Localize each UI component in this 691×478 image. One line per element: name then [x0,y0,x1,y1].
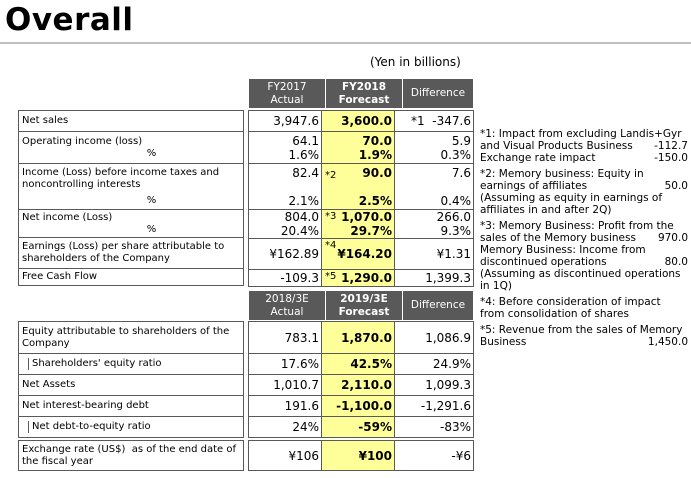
cell-forecast: *3 1,070.0 29.7% [321,209,395,239]
cell-forecast: ¥100 [321,440,395,471]
note-4: *4: Before consideration of impact from … [480,296,661,320]
col-actual: FY2017 Actual [248,78,326,109]
cell-forecast: -59% [321,416,395,438]
row-label: Free Cash Flow [18,268,244,286]
note-1: *1: Impact from excluding Landis+Gyr and… [480,128,688,164]
note-2: *2: Memory business: Equity in earnings … [480,168,688,216]
row-label: Net sales [18,110,244,132]
cell-forecast: -1,100.0 [321,395,395,417]
cell-forecast: 70.0 1.9% [321,131,395,164]
row-label: Equity attributable to shareholders of t… [18,321,244,354]
cell-actual: 17.6% [248,353,322,375]
row-label: Exchange rate (US$) as of the end date o… [18,440,244,471]
cell-forecast: 3,600.0 [321,110,395,132]
cell-actual: 24% [248,416,322,438]
cell-diff: 7.6 0.4% [394,163,474,210]
col-forecast: 2019/3E Forecast [325,290,403,321]
cell-actual: -109.3 [248,269,322,287]
footnotes: *1: Impact from excluding Landis+Gyr and… [480,128,688,352]
cell-diff: 266.0 9.3% [394,209,474,239]
title-divider [0,42,691,44]
note-3: *3: Memory Business: Profit from the sal… [480,220,688,292]
values-balance: 783.1 1,870.0 1,086.9 17.6% 42.5% 24.9% 1,01… [248,321,474,438]
row-label: Net income (Loss)% [18,209,244,238]
cell-diff: *1 -347.6 [394,110,474,132]
cell-diff: -83% [394,416,474,438]
col-difference: Difference [402,290,474,321]
cell-diff: 5.9 0.3% [394,131,474,164]
cell-forecast: *5 1,290.0 [321,269,395,287]
cell-actual: ¥162.89 [248,238,322,270]
values-exchange: ¥106 ¥100 -¥6 [248,440,474,471]
col-actual: 2018/3E Actual [248,290,326,321]
cell-actual: 82.4 2.1% [248,163,322,210]
unit-label: (Yen in billions) [370,55,461,69]
cell-actual: 783.1 [248,321,322,354]
cell-forecast: 42.5% [321,353,395,375]
cell-actual: 191.6 [248,395,322,417]
cell-actual: 64.1 1.6% [248,131,322,164]
cell-actual: ¥106 [248,440,322,471]
labels-fy: Net sales Operating income (loss)% Incom… [18,110,244,286]
cell-forecast: 1,870.0 [321,321,395,354]
row-label: Net Assets [18,374,244,396]
values-fy: 3,947.6 3,600.0 *1 -347.6 64.1 1.6% 70.0 1.9%… [248,110,474,287]
cell-diff: -1,291.6 [394,395,474,417]
labels-balance: Equity attributable to shareholders of t… [18,321,244,438]
cell-diff: 24.9% [394,353,474,375]
row-label: Earnings (Loss) per share attributable t… [18,237,244,269]
cell-forecast: *2 90.0 2.5% [321,163,395,210]
cell-diff: 1,399.3 [394,269,474,287]
header-balance: 2018/3E Actual 2019/3E Forecast Difference [248,290,474,321]
labels-exchange: Exchange rate (US$) as of the end date o… [18,440,244,471]
note-5: *5: Revenue from the sales of Memory Bus… [480,324,688,348]
row-label: Operating income (loss)% [18,131,244,164]
header-fy: FY2017 Actual FY2018 Forecast Difference [248,78,474,109]
cell-forecast: *4 ¥164.20 [321,238,395,270]
cell-diff: 1,099.3 [394,374,474,396]
cell-forecast: 2,110.0 [321,374,395,396]
cell-actual: 3,947.6 [248,110,322,132]
page-title: Overall [5,2,134,38]
cell-actual: 804.0 20.4% [248,209,322,239]
cell-diff: ¥1.31 [394,238,474,270]
col-difference: Difference [402,78,474,109]
row-label: Shareholders' equity ratio [18,353,244,375]
cell-diff: 1,086.9 [394,321,474,354]
row-label: Net debt-to-equity ratio [18,416,244,438]
cell-actual: 1,010.7 [248,374,322,396]
cell-diff: -¥6 [394,440,474,471]
row-label: Income (Loss) before income taxes and no… [18,163,244,210]
col-forecast: FY2018 Forecast [325,78,403,109]
row-label: Net interest-bearing debt [18,395,244,417]
